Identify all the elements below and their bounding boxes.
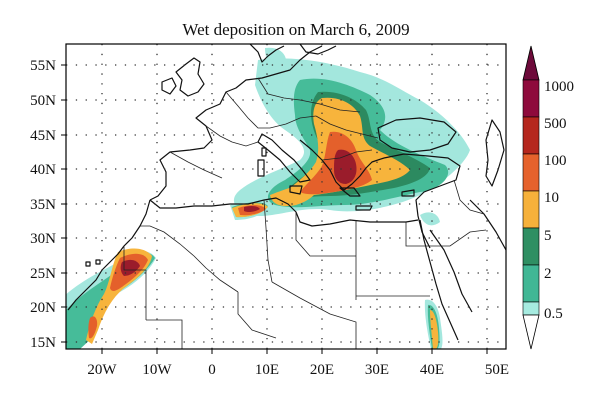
colorbar-segment: [522, 227, 540, 266]
lat-tick-label: 50N: [30, 93, 56, 109]
colorbar-label: 500: [544, 116, 567, 132]
colorbar-label: 100: [544, 153, 567, 169]
colorbar-segment: [522, 116, 540, 155]
colorbar-segment: [522, 153, 540, 192]
lon-tick-label: 20W: [87, 362, 117, 378]
lat-tick-label: 35N: [30, 197, 56, 213]
map-title: Wet deposition on March 6, 2009: [182, 20, 409, 39]
lat-tick-label: 15N: [30, 335, 56, 351]
lon-tick-label: 0: [208, 362, 216, 378]
colorbar-label: 5: [544, 228, 552, 244]
latitude-axis: 55N 50N 45N 40N 35N 30N 25N 20N 15N: [30, 58, 66, 351]
lat-tick-label: 25N: [30, 266, 56, 282]
longitude-axis: 20W 10W 0 10E 20E 30E 40E 50E: [87, 349, 509, 378]
lon-tick-label: 30E: [365, 362, 389, 378]
colorbar-segment: [522, 264, 540, 303]
colorbar-label: 2: [544, 266, 552, 282]
colorbar-bottom-triangle: [522, 314, 540, 350]
colorbar-segment: [522, 79, 540, 118]
lon-tick-label: 20E: [310, 362, 334, 378]
colorbar: 1000 500 100 10 5 2 0.5: [522, 45, 574, 350]
map-frame: [65, 43, 507, 350]
lon-tick-label: 10E: [255, 362, 279, 378]
coastlines: [67, 44, 506, 341]
lat-tick-label: 55N: [30, 58, 56, 74]
colorbar-label: 10: [544, 190, 559, 206]
lon-tick-label: 40E: [420, 362, 444, 378]
lat-tick-label: 45N: [30, 128, 56, 144]
colorbar-top-triangle: [522, 45, 540, 81]
colorbar-segment: [522, 301, 540, 316]
lat-tick-label: 20N: [30, 300, 56, 316]
lat-tick-label: 30N: [30, 231, 56, 247]
colorbar-segment: [522, 190, 540, 229]
map-panel: [65, 43, 507, 350]
lon-tick-label: 50E: [485, 362, 509, 378]
lon-tick-label: 10W: [142, 362, 172, 378]
colorbar-label: 0.5: [544, 306, 563, 322]
colorbar-label: 1000: [544, 79, 574, 95]
lat-tick-label: 40N: [30, 162, 56, 178]
country-borders: [123, 77, 487, 349]
